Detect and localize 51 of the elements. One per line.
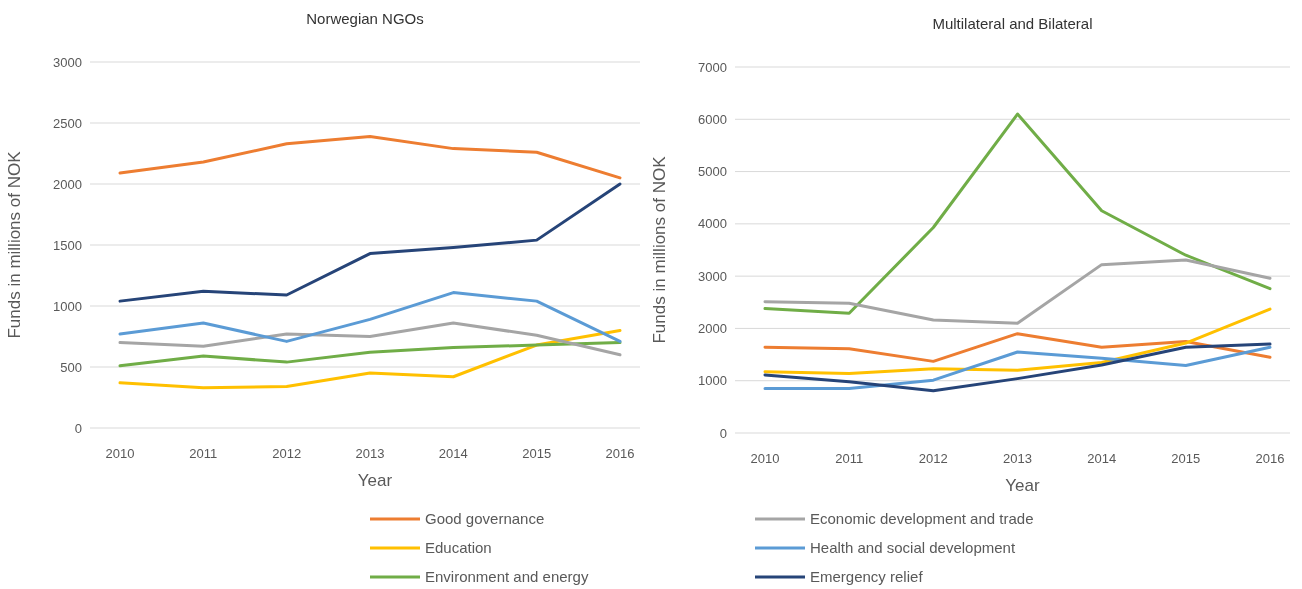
x-tick-label: 2012 <box>918 451 948 466</box>
y-tick-label: 6000 <box>698 111 727 127</box>
y-tick-label: 2000 <box>698 320 727 336</box>
y-tick-label: 2500 <box>53 115 82 131</box>
x-tick-label: 2015 <box>522 446 552 461</box>
x-tick-label: 2014 <box>438 446 468 461</box>
y-tick-label: 5000 <box>698 164 727 180</box>
x-tick-label: 2011 <box>835 451 864 466</box>
y-tick-label: 1000 <box>698 373 727 389</box>
x-tick-label: 2014 <box>1087 451 1117 466</box>
line-series <box>118 328 622 390</box>
y-tick-label: 3000 <box>698 268 727 284</box>
line-series <box>763 258 1272 325</box>
x-tick-label: 2016 <box>1255 451 1285 466</box>
y-tick-label: 500 <box>60 359 82 375</box>
x-tick-label: 2016 <box>605 446 635 461</box>
x-tick-label: 2012 <box>272 446 302 461</box>
legend-label: Emergency relief <box>810 568 924 586</box>
y-tick-label: 1500 <box>53 237 82 253</box>
line-series <box>118 321 622 357</box>
y-tick-label: 7000 <box>698 59 727 75</box>
line-series <box>118 341 622 368</box>
line-series <box>118 182 622 303</box>
y-tick-label: 0 <box>74 420 82 436</box>
y-tick-label: 0 <box>719 425 727 441</box>
y-tick-label: 1000 <box>53 298 82 314</box>
y-tick-label: 2000 <box>53 176 82 192</box>
x-tick-label: 2013 <box>355 446 385 461</box>
line-series <box>763 307 1272 375</box>
x-axis-title: Year <box>1005 476 1041 495</box>
line-series <box>763 112 1272 315</box>
chart-title: Norwegian NGOs <box>306 10 424 27</box>
x-tick-label: 2015 <box>1171 451 1201 466</box>
legend-label: Environment and energy <box>425 568 589 586</box>
x-tick-label: 2010 <box>105 446 135 461</box>
legend-label: Good governance <box>425 510 545 528</box>
x-tick-label: 2013 <box>1003 451 1032 466</box>
x-axis-title: Year <box>357 471 393 490</box>
y-tick-label: 3000 <box>53 54 82 70</box>
y-tick-label: 4000 <box>698 216 727 232</box>
x-tick-label: 2010 <box>750 451 780 466</box>
line-series <box>118 291 622 343</box>
y-axis-title: Funds in millions of NOK <box>650 155 669 344</box>
x-tick-label: 2011 <box>189 446 218 461</box>
y-axis-title: Funds in millions of NOK <box>5 150 24 339</box>
line-series <box>118 134 622 180</box>
legend-label: Economic development and trade <box>810 510 1034 528</box>
line-series <box>763 332 1272 363</box>
legend-label: Education <box>425 539 492 557</box>
legend-label: Health and social development <box>810 539 1016 557</box>
chart-title: Multilateral and Bilateral <box>932 15 1093 32</box>
